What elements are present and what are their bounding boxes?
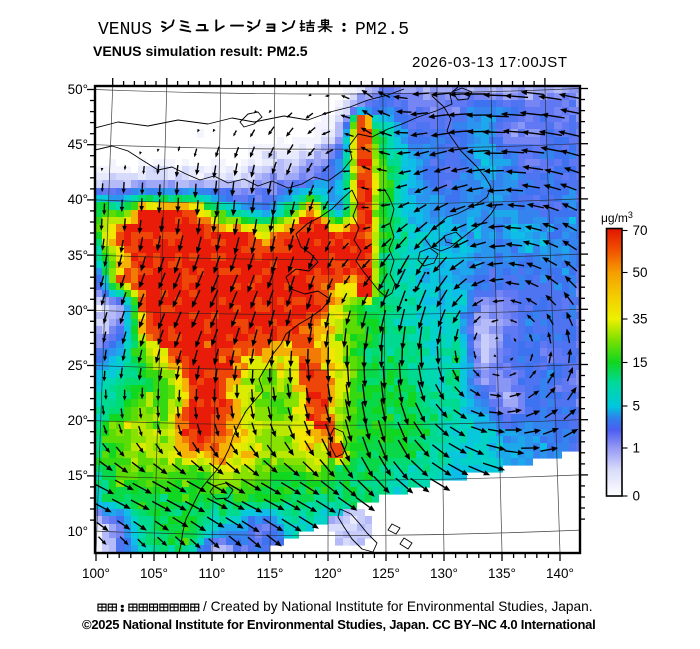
svg-text:130°: 130° (430, 566, 458, 581)
svg-text:140°: 140° (546, 566, 574, 581)
svg-text:/ Created by National Institut: / Created by National Institute for Envi… (203, 599, 593, 614)
svg-text:1: 1 (633, 441, 641, 456)
svg-text:50°: 50° (68, 82, 88, 97)
svg-text:30°: 30° (68, 303, 88, 318)
svg-text:115°: 115° (257, 566, 284, 581)
svg-text:35: 35 (633, 312, 648, 327)
svg-text:©2025 National Institute for E: ©2025 National Institute for Environment… (82, 617, 596, 632)
svg-text:μg/m3: μg/m3 (601, 210, 633, 225)
svg-text:0: 0 (633, 489, 641, 504)
svg-text:15: 15 (633, 355, 648, 370)
svg-text:20°: 20° (68, 413, 88, 428)
svg-text:70: 70 (633, 223, 648, 238)
svg-text:120°: 120° (314, 566, 342, 581)
svg-text:VENUS simulation result: PM2.5: VENUS simulation result: PM2.5 (93, 43, 308, 59)
svg-text:100°: 100° (82, 566, 110, 581)
svg-text:50: 50 (633, 265, 648, 280)
svg-text:15°: 15° (68, 468, 88, 483)
svg-text:5: 5 (633, 399, 641, 414)
svg-text:PM2.5: PM2.5 (355, 20, 409, 40)
svg-text:45°: 45° (68, 137, 88, 152)
svg-text:2026-03-13 17:00JST: 2026-03-13 17:00JST (412, 54, 568, 71)
svg-text:125°: 125° (372, 566, 400, 581)
svg-text:35°: 35° (68, 248, 88, 263)
svg-text:25°: 25° (68, 358, 88, 373)
svg-text:10°: 10° (68, 524, 88, 539)
svg-text:135°: 135° (488, 566, 516, 581)
svg-text:110°: 110° (199, 566, 226, 581)
svg-text:VENUS: VENUS (98, 20, 152, 40)
svg-text:105°: 105° (140, 566, 168, 581)
svg-text:40°: 40° (68, 192, 88, 207)
